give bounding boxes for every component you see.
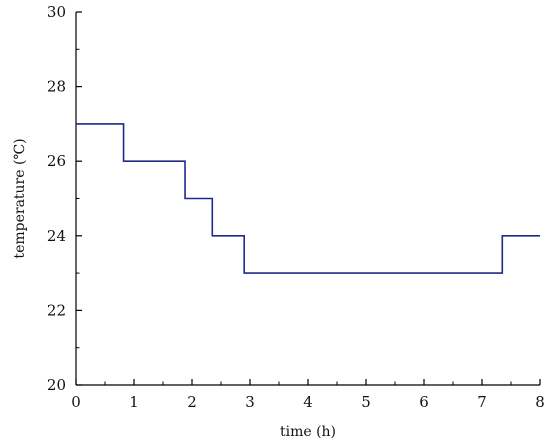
y-tick-label: 26: [47, 152, 66, 170]
y-axis-label: temperature (℃): [12, 138, 28, 258]
x-ticks: 0 1 2 3 4 5 6 7 8: [71, 379, 545, 411]
x-tick-label: 3: [245, 393, 255, 411]
y-tick-label: 20: [47, 376, 66, 394]
x-tick-label: 0: [71, 393, 81, 411]
y-tick-label: 28: [47, 78, 66, 96]
x-tick-label: 8: [535, 393, 545, 411]
axes: [75, 12, 540, 386]
x-tick-label: 2: [187, 393, 197, 411]
temperature-series-line: [76, 123, 540, 274]
y-tick-label: 24: [47, 227, 66, 245]
x-tick-label: 7: [477, 393, 487, 411]
y-ticks: 20 22 24 26 28 30: [47, 3, 82, 394]
x-tick-label: 1: [129, 393, 139, 411]
x-tick-label: 6: [419, 393, 429, 411]
x-tick-label: 4: [303, 393, 313, 411]
y-tick-label: 22: [47, 301, 66, 319]
x-axis-label: time (h): [280, 424, 336, 440]
x-tick-label: 5: [361, 393, 371, 411]
series-group: [76, 123, 540, 274]
y-tick-label: 30: [47, 3, 66, 21]
